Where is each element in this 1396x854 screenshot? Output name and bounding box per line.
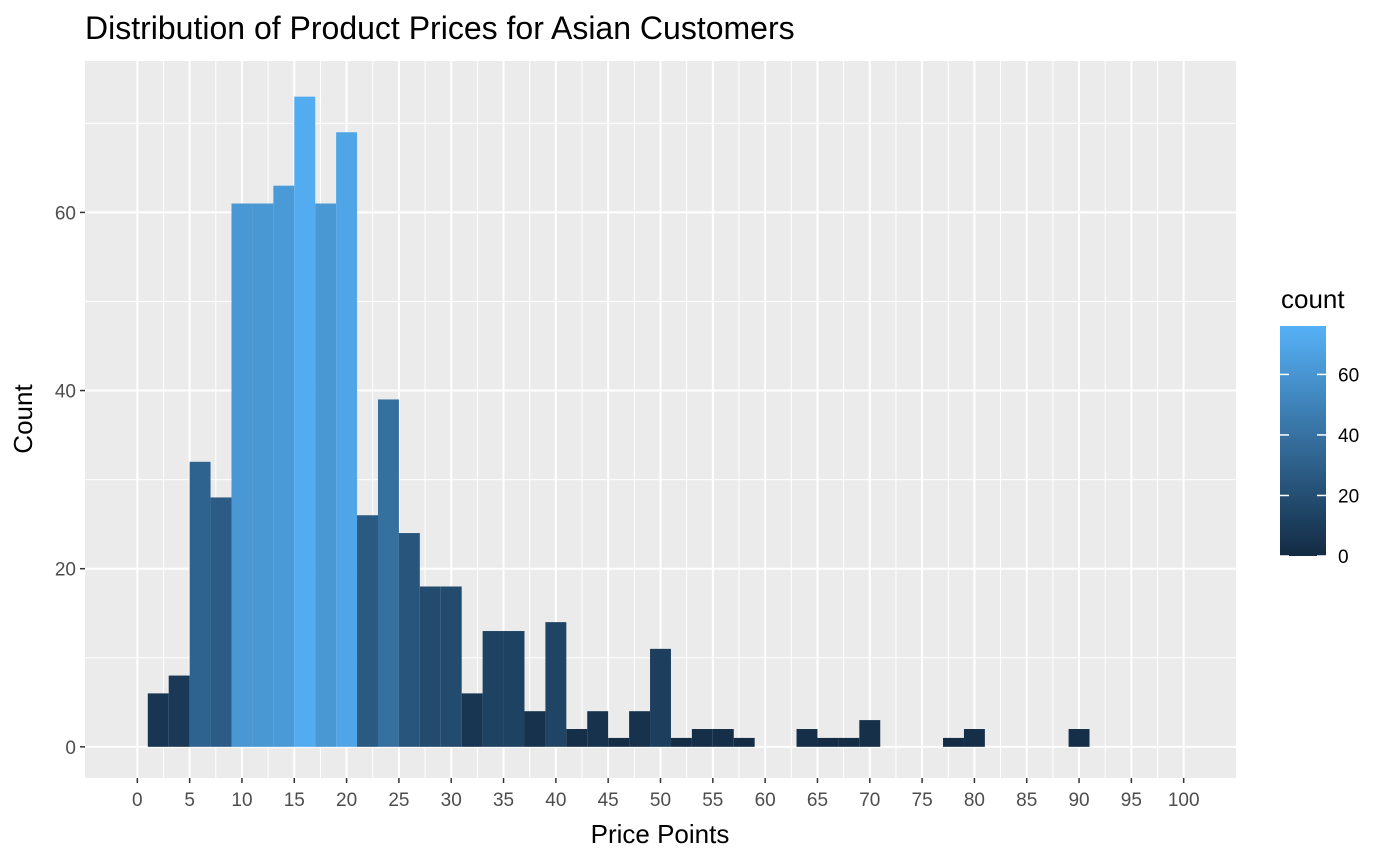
x-tick-label: 35 — [493, 790, 514, 811]
histogram-bar — [963, 729, 985, 747]
histogram-bar — [315, 203, 337, 747]
x-axis-title: Price Points — [591, 819, 730, 849]
x-tick-label: 75 — [912, 790, 933, 811]
histogram-bar — [252, 203, 274, 747]
histogram-bar — [398, 533, 420, 747]
x-tick-label: 10 — [231, 790, 252, 811]
histogram-bar — [377, 399, 399, 747]
x-tick-label: 85 — [1016, 790, 1037, 811]
histogram-bar — [859, 720, 881, 747]
x-tick-label: 80 — [964, 790, 985, 811]
x-tick-label: 60 — [755, 790, 776, 811]
histogram-bar — [587, 711, 609, 747]
histogram-bar — [650, 648, 671, 747]
x-tick-label: 95 — [1121, 790, 1142, 811]
histogram-bar — [189, 461, 211, 747]
x-tick-label: 40 — [545, 790, 566, 811]
x-tick-label: 30 — [441, 790, 462, 811]
histogram-bar — [670, 737, 692, 747]
x-tick-label: 70 — [859, 790, 880, 811]
histogram-bar — [231, 203, 253, 747]
histogram-bar — [545, 622, 567, 747]
x-tick-label: 45 — [598, 790, 619, 811]
histogram-bar — [817, 737, 839, 747]
y-tick-label: 40 — [55, 382, 76, 403]
histogram-bar — [796, 729, 818, 747]
histogram-bars — [147, 96, 1090, 747]
histogram-bar — [691, 729, 713, 747]
histogram-bar — [482, 631, 504, 747]
histogram-bar — [1068, 729, 1090, 747]
histogram-bar — [608, 737, 630, 747]
color-legend: count 0 20 40 60 — [1280, 284, 1359, 568]
legend-tick-label: 40 — [1338, 426, 1359, 447]
histogram-bar — [461, 693, 483, 747]
chart-title: Distribution of Product Prices for Asian… — [85, 10, 795, 46]
histogram-bar — [419, 586, 441, 747]
x-tick-label: 55 — [702, 790, 723, 811]
x-tick-label: 90 — [1068, 790, 1089, 811]
histogram-bar — [838, 737, 860, 747]
legend-title: count — [1281, 284, 1345, 314]
histogram-bar — [294, 96, 316, 747]
histogram-bar — [336, 132, 358, 747]
histogram-bar — [524, 711, 546, 747]
histogram-bar — [273, 185, 295, 747]
histogram-bar — [566, 729, 588, 747]
histogram-bar — [712, 729, 734, 747]
y-tick-label: 20 — [55, 560, 76, 581]
histogram-bar — [503, 631, 525, 747]
x-tick-label: 15 — [284, 790, 305, 811]
x-axis-ticks: 0 5 10 15 20 25 30 35 40 45 50 55 60 65 70 75 80 85 90 95 10… — [132, 778, 1200, 811]
x-tick-label: 0 — [132, 790, 143, 811]
histogram-bar — [168, 675, 190, 747]
legend-tick-label: 60 — [1338, 365, 1359, 386]
x-tick-label: 65 — [807, 790, 828, 811]
x-tick-label: 100 — [1168, 790, 1200, 811]
x-tick-label: 25 — [388, 790, 409, 811]
x-tick-label: 5 — [184, 790, 195, 811]
x-tick-label: 50 — [650, 790, 671, 811]
histogram-bar — [357, 515, 378, 747]
legend-ticks: 0 20 40 60 — [1280, 365, 1359, 568]
y-axis-ticks: 0 20 40 60 — [55, 203, 85, 759]
legend-tick-label: 0 — [1338, 547, 1349, 568]
y-axis-title: Count — [8, 384, 38, 454]
histogram-bar — [733, 737, 755, 747]
legend-tick-label: 20 — [1338, 486, 1359, 507]
y-tick-label: 60 — [55, 203, 76, 224]
histogram-bar — [210, 497, 232, 747]
histogram-bar — [147, 693, 169, 747]
histogram-bar — [440, 586, 462, 747]
x-tick-label: 20 — [336, 790, 357, 811]
y-tick-label: 0 — [65, 738, 76, 759]
legend-colorbar — [1280, 326, 1326, 556]
histogram-bar — [629, 711, 651, 747]
histogram-bar — [943, 737, 964, 747]
